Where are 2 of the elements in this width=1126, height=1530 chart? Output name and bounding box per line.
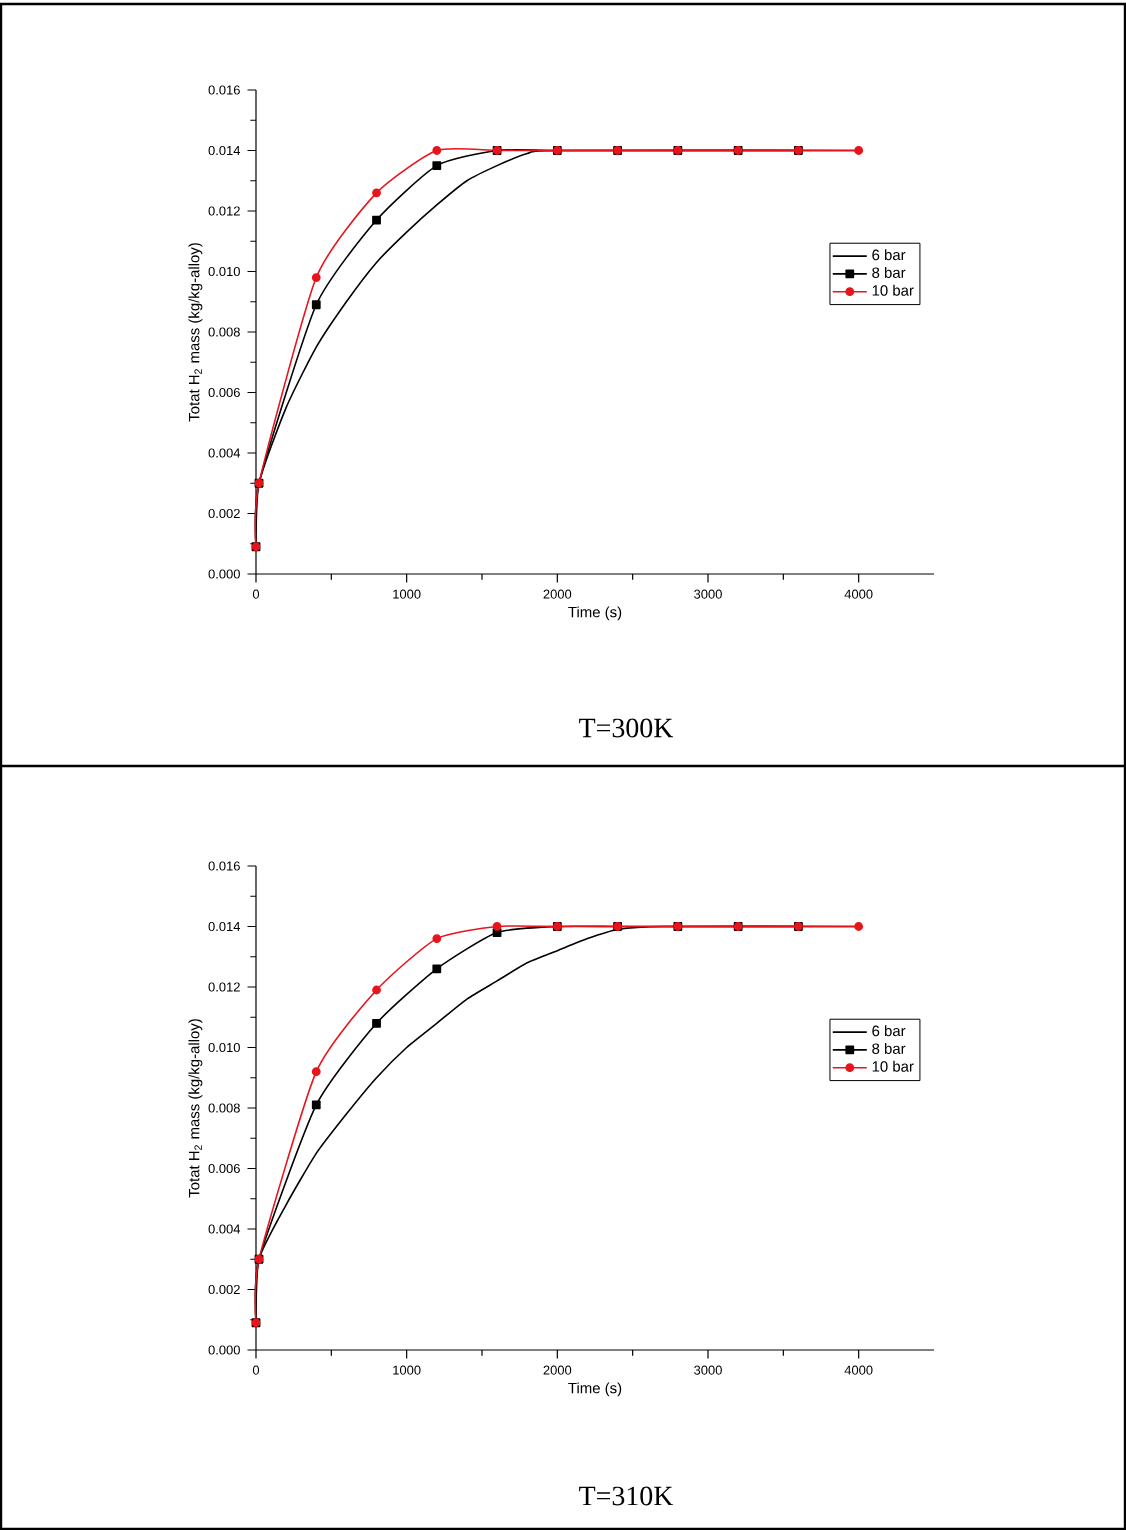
- text: T=300K: [579, 718, 674, 738]
- text: T=310K: [579, 1486, 674, 1506]
